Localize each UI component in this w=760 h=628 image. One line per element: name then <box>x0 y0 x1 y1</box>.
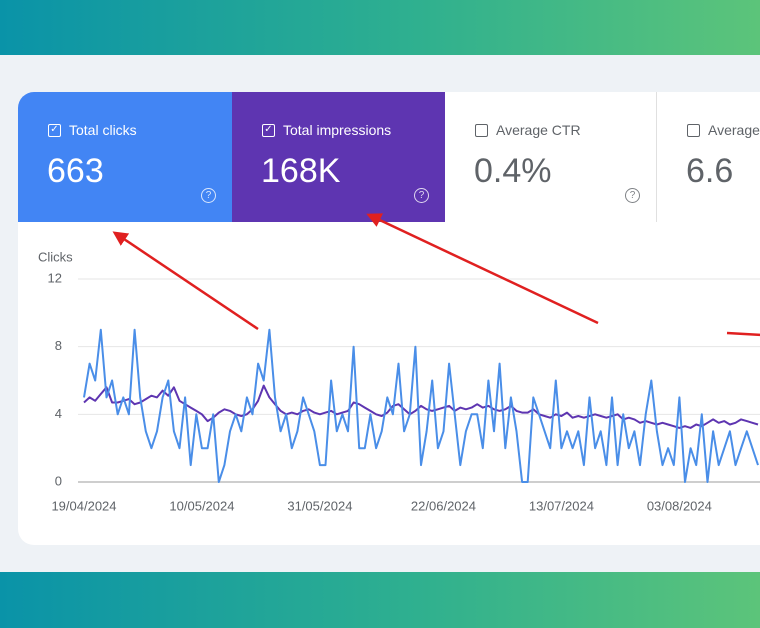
x-tick-label: 22/06/2024 <box>411 498 476 513</box>
help-icon: ? <box>414 188 429 203</box>
arrow <box>366 213 599 325</box>
metric-tab[interactable]: Average 6.6 <box>657 92 760 222</box>
metric-label: Average CTR <box>475 122 581 138</box>
x-tick-label: 13/07/2024 <box>529 498 594 513</box>
y-tick-label: 8 <box>55 338 62 353</box>
metric-label: ✓ Total clicks <box>48 122 137 138</box>
checkbox <box>475 123 488 137</box>
metric-name: Total impressions <box>283 122 392 138</box>
checkbox <box>687 123 700 137</box>
metric-tab[interactable]: ✓ Total clicks 663? <box>18 92 232 222</box>
metric-label: Average <box>687 122 760 138</box>
y-tick-label: 0 <box>55 473 62 488</box>
help-icon: ? <box>201 188 216 203</box>
y-tick-label: 12 <box>48 270 62 285</box>
x-tick-label: 19/04/2024 <box>51 498 116 513</box>
performance-card: ✓ Total clicks 663? ✓ Total impressions 168K?… <box>18 92 760 545</box>
metric-value: 168K <box>261 152 341 190</box>
line-series <box>83 328 759 483</box>
y-axis-label: Clicks <box>38 249 73 264</box>
x-tick-label: 03/08/2024 <box>647 498 712 513</box>
x-tick-label: 10/05/2024 <box>169 498 234 513</box>
metric-name: Average <box>708 122 760 138</box>
metric-value: 0.4% <box>474 152 552 190</box>
checkbox: ✓ <box>48 123 61 137</box>
metric-label: ✓ Total impressions <box>262 122 391 138</box>
x-tick-label: 31/05/2024 <box>287 498 352 513</box>
arrow <box>726 331 760 337</box>
metric-tab[interactable]: ✓ Total impressions 168K? <box>232 92 445 222</box>
arrow <box>112 231 259 331</box>
metric-value: 6.6 <box>686 152 734 190</box>
help-icon: ? <box>625 188 640 203</box>
metric-name: Total clicks <box>69 122 137 138</box>
checkbox: ✓ <box>262 123 275 137</box>
metric-name: Average CTR <box>496 122 581 138</box>
metric-value: 663 <box>47 152 104 190</box>
y-tick-label: 4 <box>55 406 62 421</box>
metric-tab[interactable]: Average CTR 0.4%? <box>445 92 657 222</box>
